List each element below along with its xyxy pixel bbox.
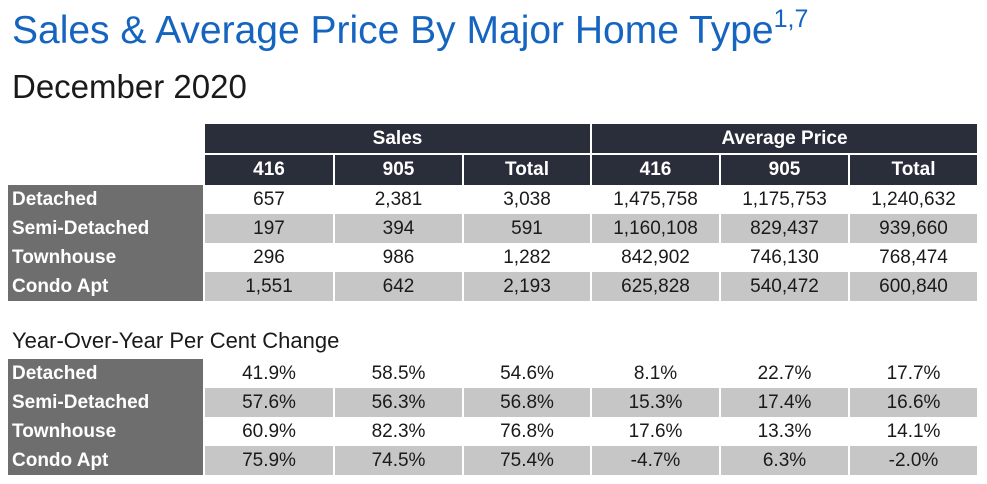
- row-label: Detached: [8, 359, 205, 388]
- table-cell: 625,828: [590, 272, 721, 301]
- row-label: Semi-Detached: [8, 214, 205, 243]
- group-header-sales: Sales: [203, 124, 592, 154]
- table-cell: 394: [333, 214, 464, 243]
- table-row: Detached 657 2,381 3,038 1,475,758 1,175…: [8, 185, 979, 214]
- table-cell: 2,193: [462, 272, 592, 301]
- sales-price-table: Sales Average Price 416 905 Total 416 90…: [8, 124, 979, 301]
- table-cell: 642: [333, 272, 464, 301]
- column-header-price-905: 905: [719, 153, 850, 185]
- page-subtitle: December 2020: [12, 68, 247, 105]
- table-cell: 13.3%: [719, 417, 850, 446]
- table-cell: 768,474: [848, 243, 979, 272]
- group-header-average-price: Average Price: [590, 124, 979, 154]
- table-cell: 197: [203, 214, 335, 243]
- column-header-sales-905: 905: [333, 153, 464, 185]
- table-cell: 657: [203, 185, 335, 214]
- row-label: Semi-Detached: [8, 388, 205, 417]
- table-cell: 56.3%: [333, 388, 464, 417]
- row-label: Townhouse: [8, 243, 205, 272]
- table-cell: 829,437: [719, 214, 850, 243]
- column-header-sales-total: Total: [462, 153, 592, 185]
- table-cell: 8.1%: [590, 359, 721, 388]
- row-label: Condo Apt: [8, 272, 205, 301]
- table-cell: 41.9%: [203, 359, 335, 388]
- table-cell: 600,840: [848, 272, 979, 301]
- table-cell: 1,551: [203, 272, 335, 301]
- table-cell: 15.3%: [590, 388, 721, 417]
- table-cell: 591: [462, 214, 592, 243]
- table-cell: 16.6%: [848, 388, 979, 417]
- table-cell: 939,660: [848, 214, 979, 243]
- table-cell: -2.0%: [848, 446, 979, 475]
- yoy-section-title: Year-Over-Year Per Cent Change: [12, 328, 340, 353]
- table-cell: 17.6%: [590, 417, 721, 446]
- table-row: Semi-Detached 57.6% 56.3% 56.8% 15.3% 17…: [8, 388, 979, 417]
- table-cell: 1,160,108: [590, 214, 721, 243]
- table-cell: 74.5%: [333, 446, 464, 475]
- row-label: Condo Apt: [8, 446, 205, 475]
- table-cell: 56.8%: [462, 388, 592, 417]
- table-cell: 986: [333, 243, 464, 272]
- row-label: Detached: [8, 185, 205, 214]
- table-cell: 75.4%: [462, 446, 592, 475]
- table-cell: 2,381: [333, 185, 464, 214]
- table-cell: 6.3%: [719, 446, 850, 475]
- table-cell: 17.7%: [848, 359, 979, 388]
- column-header-price-416: 416: [590, 153, 721, 185]
- table-cell: 22.7%: [719, 359, 850, 388]
- table-row: Townhouse 60.9% 82.3% 76.8% 17.6% 13.3% …: [8, 417, 979, 446]
- corner-cell: [8, 124, 204, 154]
- table-cell: 842,902: [590, 243, 721, 272]
- footnote-reference: 1,7: [773, 5, 809, 33]
- table-cell: 75.9%: [203, 446, 335, 475]
- corner-cell: [8, 154, 204, 185]
- table-cell: 14.1%: [848, 417, 979, 446]
- table-cell: 54.6%: [462, 359, 592, 388]
- table-cell: 540,472: [719, 272, 850, 301]
- column-header-sales-416: 416: [203, 153, 335, 185]
- table-row: Condo Apt 1,551 642 2,193 625,828 540,47…: [8, 272, 979, 301]
- table-row: Detached 41.9% 58.5% 54.6% 8.1% 22.7% 17…: [8, 359, 979, 388]
- table-row: Condo Apt 75.9% 74.5% 75.4% -4.7% 6.3% -…: [8, 446, 979, 475]
- table-cell: 57.6%: [203, 388, 335, 417]
- table-cell: 1,475,758: [590, 185, 721, 214]
- page-title: Sales & Average Price By Major Home Type…: [12, 5, 809, 55]
- table-cell: 17.4%: [719, 388, 850, 417]
- table-cell: 1,282: [462, 243, 592, 272]
- table-cell: -4.7%: [590, 446, 721, 475]
- table-row: Semi-Detached 197 394 591 1,160,108 829,…: [8, 214, 979, 243]
- table-cell: 296: [203, 243, 335, 272]
- table-cell: 1,175,753: [719, 185, 850, 214]
- table-cell: 746,130: [719, 243, 850, 272]
- table-cell: 1,240,632: [848, 185, 979, 214]
- table-cell: 3,038: [462, 185, 592, 214]
- table-cell: 82.3%: [333, 417, 464, 446]
- table-cell: 76.8%: [462, 417, 592, 446]
- column-header-price-total: Total: [848, 153, 979, 185]
- table-cell: 60.9%: [203, 417, 335, 446]
- page-title-text: Sales & Average Price By Major Home Type: [12, 9, 774, 52]
- table-cell: 58.5%: [333, 359, 464, 388]
- table-row: Townhouse 296 986 1,282 842,902 746,130 …: [8, 243, 979, 272]
- yoy-change-table: Detached 41.9% 58.5% 54.6% 8.1% 22.7% 17…: [8, 359, 979, 475]
- row-label: Townhouse: [8, 417, 205, 446]
